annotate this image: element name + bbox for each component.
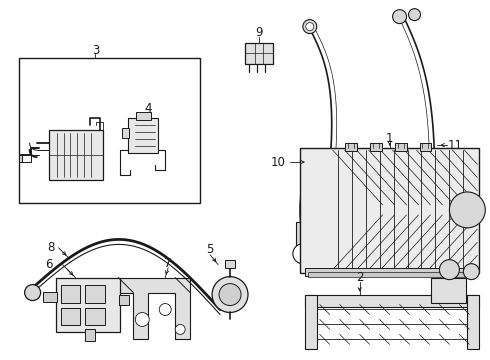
Bar [308, 272, 473, 276]
Text: 8: 8 [47, 241, 54, 254]
Text: 4: 4 [145, 102, 152, 115]
Ellipse shape [300, 165, 332, 255]
Bar [305, 268, 476, 276]
Bar [305, 294, 317, 349]
Bar [85, 307, 105, 325]
Bar [467, 294, 479, 349]
Bar [432, 278, 466, 302]
Polygon shape [119, 278, 190, 339]
Bar [122, 128, 129, 138]
Bar [394, 143, 407, 151]
Text: 11: 11 [448, 139, 463, 152]
Circle shape [392, 10, 407, 24]
Text: 2: 2 [356, 271, 364, 284]
Bar [128, 118, 158, 153]
Text: 5: 5 [206, 243, 214, 256]
Circle shape [409, 240, 428, 260]
Circle shape [303, 20, 317, 33]
Bar [61, 285, 80, 302]
Bar [55, 278, 121, 332]
Bar [43, 292, 56, 302]
Bar [300, 148, 479, 273]
Bar [49, 130, 103, 180]
Bar [345, 143, 357, 151]
Ellipse shape [305, 172, 327, 247]
Bar [305, 294, 479, 306]
Circle shape [219, 284, 241, 306]
Circle shape [24, 285, 41, 301]
Bar [412, 218, 425, 243]
Bar [19, 58, 200, 203]
Circle shape [409, 9, 420, 21]
Bar [85, 329, 96, 341]
Bar [85, 285, 105, 302]
Bar [419, 143, 432, 151]
Text: 1: 1 [386, 132, 393, 145]
Bar [120, 294, 129, 305]
Text: 9: 9 [255, 26, 263, 39]
Circle shape [159, 303, 171, 315]
Circle shape [293, 244, 313, 264]
Text: 3: 3 [92, 44, 99, 57]
Text: 6: 6 [45, 258, 52, 271]
Bar [19, 155, 22, 162]
Circle shape [212, 276, 248, 312]
Circle shape [449, 192, 485, 228]
Circle shape [306, 23, 314, 31]
Bar [296, 222, 310, 247]
Bar [136, 112, 151, 120]
Circle shape [135, 312, 149, 327]
Text: 10: 10 [270, 156, 285, 168]
Circle shape [464, 264, 479, 280]
Text: 7: 7 [165, 257, 172, 270]
Circle shape [440, 260, 460, 280]
Bar [225, 260, 235, 268]
Circle shape [175, 324, 185, 334]
Bar [369, 143, 382, 151]
Bar [61, 307, 80, 325]
Bar [245, 42, 273, 64]
